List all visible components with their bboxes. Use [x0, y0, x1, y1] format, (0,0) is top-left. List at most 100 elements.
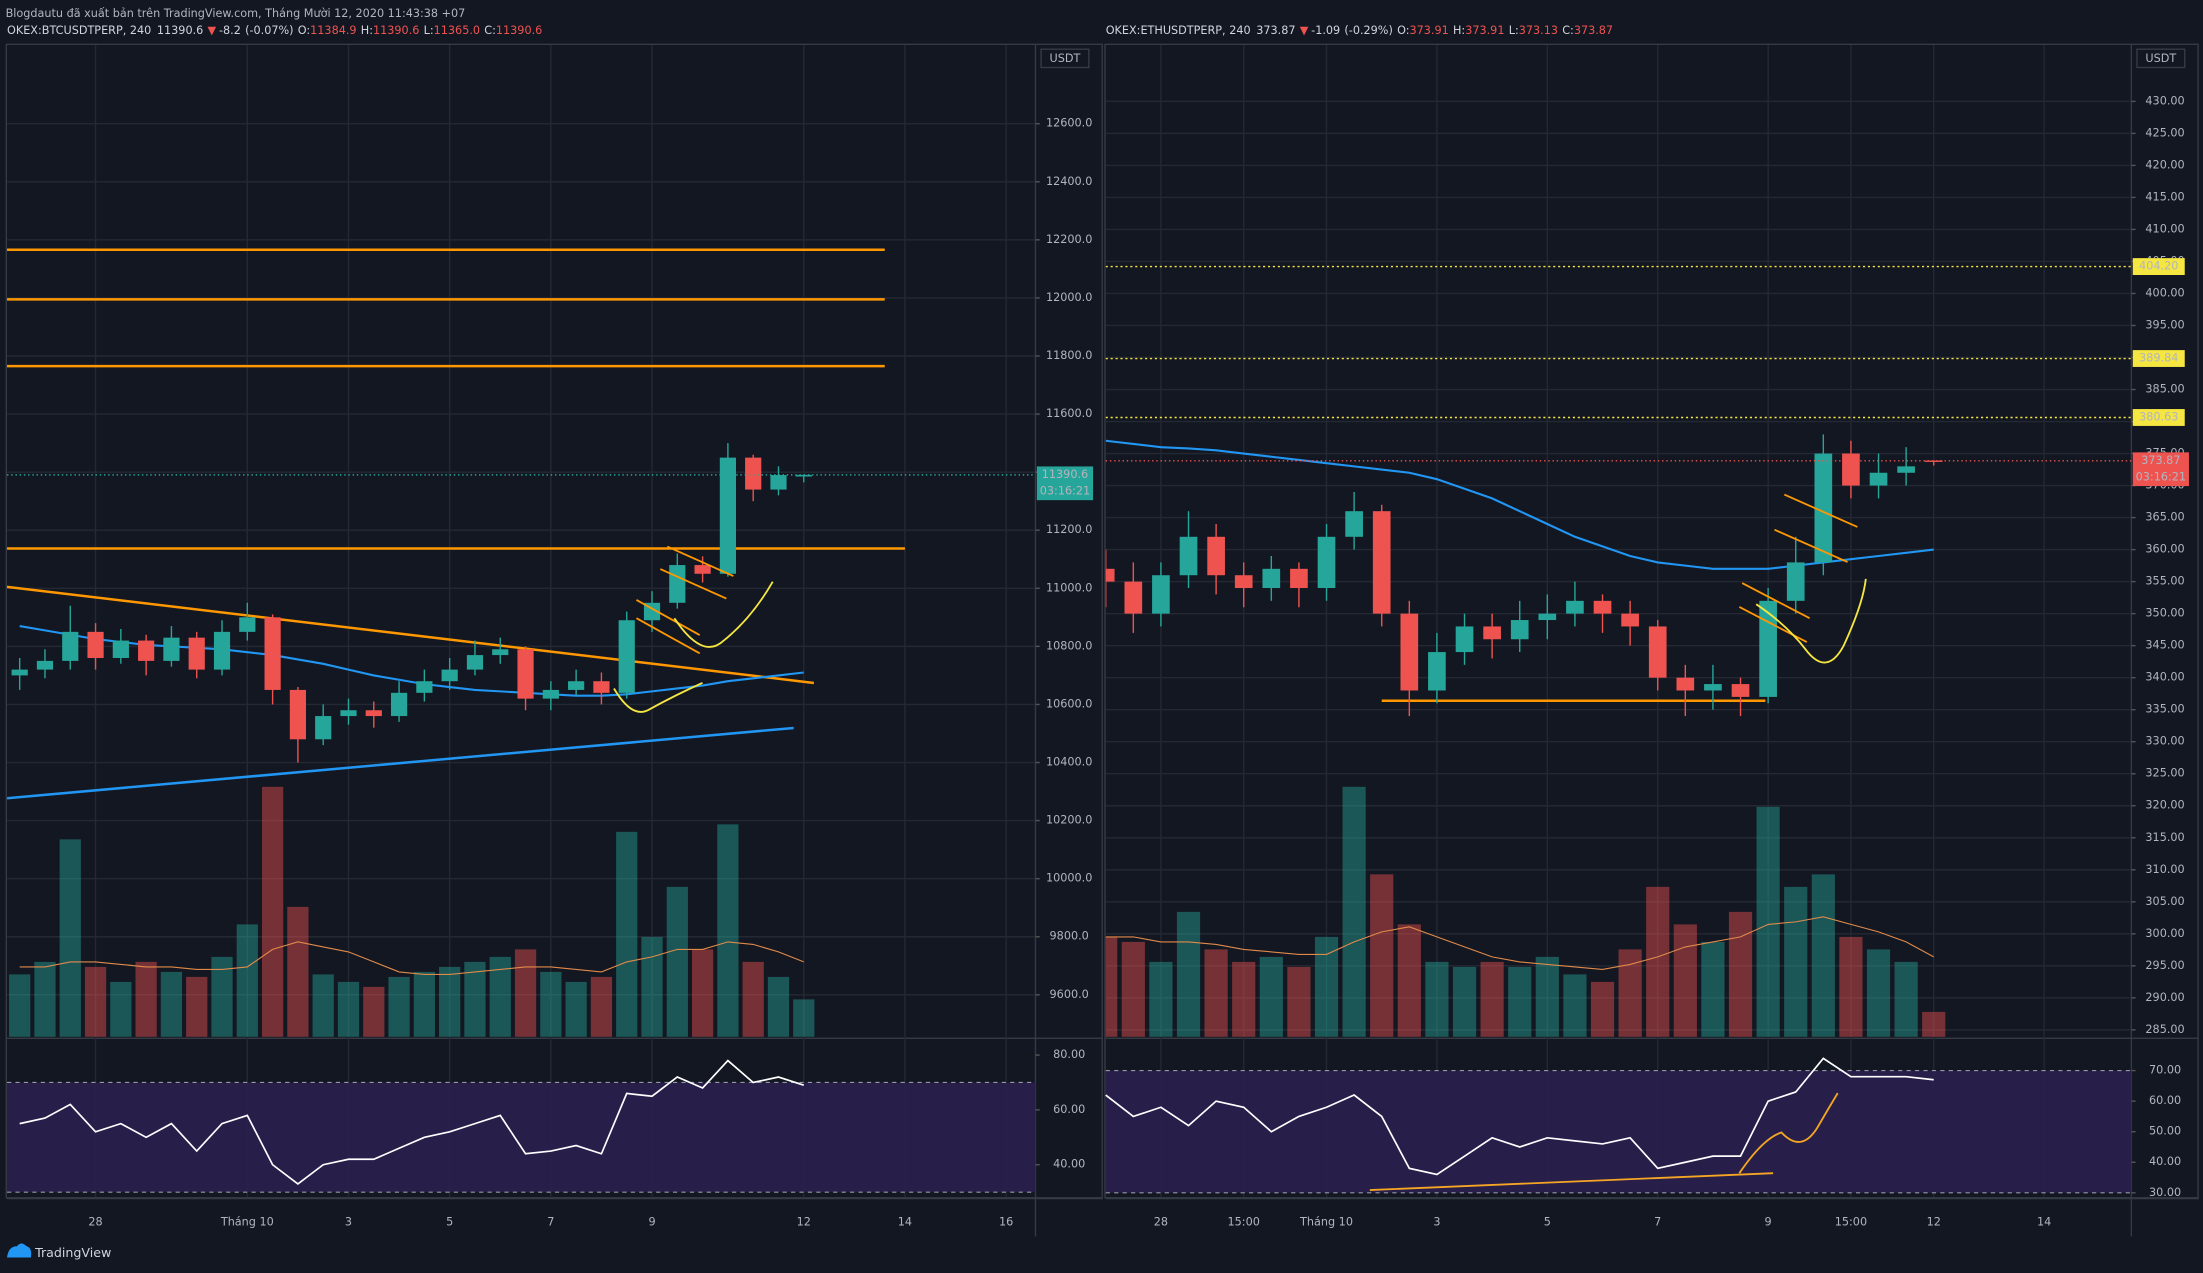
volume-bar: [666, 886, 688, 1037]
volume-bar: [1425, 961, 1449, 1037]
frames: [5, 43, 2199, 1237]
chart: OKEX:BTCUSDTPERP, 240 11390.6 ▼ -8.2 (-0.07%…: [7, 24, 1094, 1228]
last-price: 11390.6: [157, 24, 203, 37]
quote-label: O:: [1397, 24, 1409, 37]
volume-bar: [1618, 949, 1642, 1037]
candle-body: [1731, 684, 1750, 697]
candle-body: [1483, 626, 1501, 640]
volume-bar: [1728, 911, 1753, 1037]
volume-bar: [1121, 941, 1145, 1037]
candle-body: [466, 655, 484, 670]
candle-body: [1262, 568, 1281, 589]
x-tick-label: 9: [1765, 1215, 1772, 1228]
volume-bar: [1673, 924, 1697, 1037]
level-tag: [2132, 350, 2185, 367]
quote-value: 373.91: [1465, 24, 1504, 37]
y-tick-label: 360.00: [2145, 543, 2184, 556]
candle-body: [694, 565, 711, 574]
candle-body: [1455, 626, 1474, 653]
volume-bar: [236, 924, 258, 1037]
legend: OKEX:ETHUSDTPERP, 240 373.87 ▼ -1.09 (-0.29%…: [1106, 24, 1613, 37]
candle-body: [1400, 613, 1419, 691]
volume-bar: [388, 976, 410, 1037]
y-tick-label: 345.00: [2145, 639, 2184, 652]
y-tick-label: 12200.0: [1046, 233, 1092, 246]
y-tick-label: 290.00: [2145, 991, 2184, 1004]
candle-body: [517, 649, 534, 699]
countdown: 03:16:21: [2136, 471, 2186, 484]
candle-body: [1759, 600, 1777, 697]
volume-bar: [1922, 1011, 1946, 1037]
x-tick-label: 16: [999, 1215, 1013, 1228]
volume-bar: [1259, 956, 1283, 1037]
y-tick-label: 315.00: [2145, 831, 2184, 844]
volume-bar: [413, 971, 435, 1037]
candle-body: [441, 669, 458, 682]
change-arrow: ▼: [1300, 24, 1309, 37]
candle-body: [1317, 536, 1336, 589]
x-tick-label: 3: [345, 1215, 352, 1228]
rsi-trendline: [1369, 1172, 1774, 1191]
x-tick-label: 7: [547, 1215, 554, 1228]
volume-ma: [19, 941, 804, 975]
volume-bar: [616, 831, 638, 1037]
quote-label: C:: [1562, 24, 1574, 37]
y-tick-label: 420.00: [2145, 158, 2184, 171]
candle-body: [593, 681, 610, 693]
candle-body: [340, 710, 357, 717]
rsi-line: [19, 1059, 805, 1185]
x-tick-label: 5: [446, 1215, 453, 1228]
candle-body: [315, 716, 332, 740]
y-tick-label: 11000.0: [1046, 581, 1092, 594]
symbol: OKEX:BTCUSDTPERP, 240: [7, 24, 151, 37]
volume-bar: [211, 956, 233, 1037]
x-tick-label: 3: [1433, 1215, 1440, 1228]
legend: OKEX:BTCUSDTPERP, 240 11390.6 ▼ -8.2 (-0.07%…: [7, 24, 542, 37]
volume-bar: [1535, 956, 1559, 1037]
change: -1.09: [1311, 24, 1340, 37]
candle-body: [213, 631, 231, 670]
volume-bar: [464, 961, 486, 1037]
candle-body: [239, 617, 256, 632]
quote-value: 373.91: [1410, 24, 1449, 37]
y-tick-label: 295.00: [2145, 959, 2184, 972]
x-tick-label: 5: [1544, 1215, 1551, 1228]
volume-bar: [1756, 806, 1780, 1037]
candle-body: [568, 681, 585, 690]
change-pct: (-0.07%): [245, 24, 293, 37]
y-tick-label: 10200.0: [1046, 814, 1092, 827]
candle-body: [1704, 684, 1722, 691]
y-tick-label: 12400.0: [1046, 175, 1092, 188]
volume-bar: [1784, 886, 1808, 1037]
volume-bar: [1508, 966, 1532, 1037]
candle-body: [542, 689, 559, 699]
x-tick-label: 12: [797, 1215, 811, 1228]
volume-bar: [337, 981, 360, 1037]
candle-body: [1648, 626, 1667, 678]
x-tick-label: 12: [1927, 1215, 1941, 1228]
page-title: Blogdautu đã xuất bản trên TradingView.c…: [6, 7, 466, 20]
currency-box: [2136, 48, 2186, 69]
quote-label: C:: [484, 24, 496, 37]
volume-bar: [59, 839, 81, 1037]
volume-bar: [540, 971, 562, 1037]
candle-body: [1566, 600, 1584, 614]
y-tick-label: 11600.0: [1046, 407, 1092, 420]
candle-body: [416, 681, 433, 693]
candle-body: [1621, 613, 1639, 627]
path-sketch: [613, 682, 703, 713]
rsi-tick-label: 50.00: [2149, 1125, 2181, 1138]
x-tick-label: 28: [88, 1215, 102, 1228]
trendline: [7, 726, 794, 800]
candle-body: [1372, 511, 1391, 614]
rsi-tick-label: 40.00: [2149, 1155, 2181, 1168]
volume-bar: [1701, 941, 1725, 1037]
quote-value: 11390.6: [496, 24, 542, 37]
y-tick-label: 365.00: [2145, 511, 2184, 524]
change-arrow: ▼: [208, 24, 217, 37]
candle-body: [163, 637, 180, 661]
level-tag: [2132, 409, 2185, 426]
y-tick-label: 410.00: [2145, 222, 2184, 235]
candle-body: [87, 631, 104, 658]
volume-bar: [1894, 961, 1918, 1037]
